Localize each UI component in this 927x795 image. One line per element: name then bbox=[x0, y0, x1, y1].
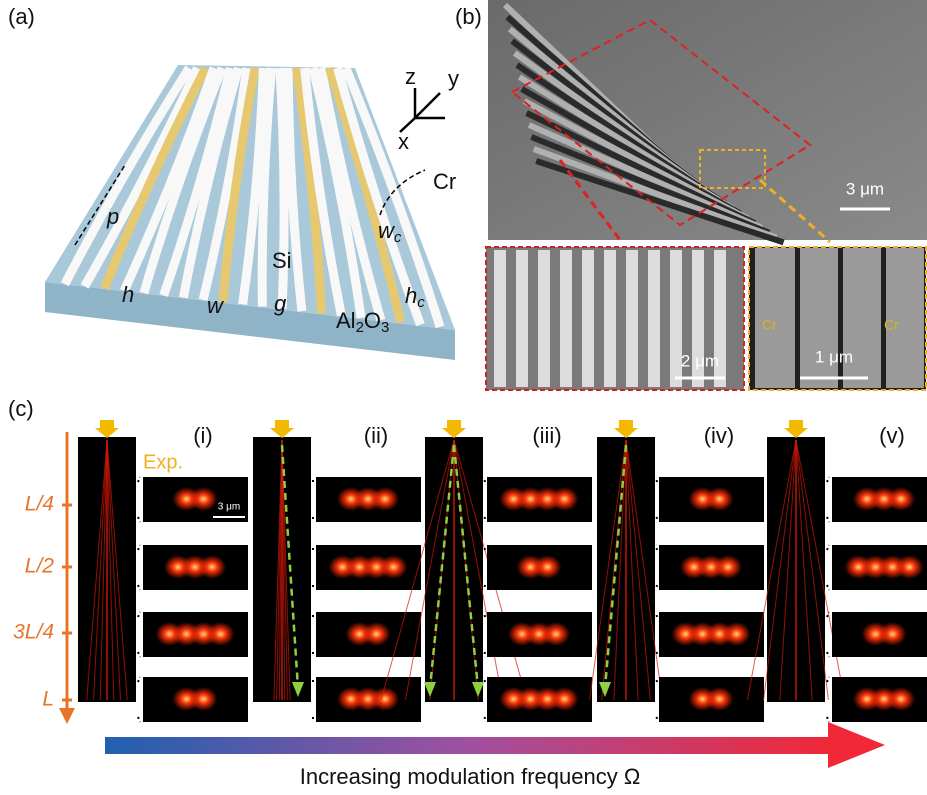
inset-waveguide bbox=[560, 250, 572, 387]
intensity-spot bbox=[551, 487, 579, 511]
frequency-arrowhead bbox=[828, 722, 885, 768]
position-label: L/2 bbox=[25, 555, 55, 578]
bracket bbox=[656, 477, 657, 522]
inset-waveguide bbox=[604, 250, 616, 387]
label-p: p bbox=[106, 204, 119, 229]
input-arrow bbox=[784, 420, 808, 438]
bracket bbox=[827, 545, 829, 590]
inset-waveguide bbox=[516, 250, 528, 387]
axis-x: x bbox=[398, 129, 409, 154]
inset-waveguide bbox=[494, 250, 506, 387]
intensity-spot bbox=[534, 555, 562, 579]
intensity-spot bbox=[380, 555, 408, 579]
scale-label: 2 μm bbox=[681, 351, 719, 370]
case-label: (i) bbox=[193, 423, 213, 448]
input-arrow bbox=[614, 420, 638, 438]
bracket bbox=[484, 477, 485, 522]
axes-triad bbox=[400, 88, 445, 132]
panel-label: (a) bbox=[8, 4, 35, 29]
bracket bbox=[138, 612, 140, 657]
exp-label: Exp. bbox=[143, 451, 183, 473]
position-label: L bbox=[42, 688, 54, 711]
bracket bbox=[138, 677, 140, 722]
label-h: h bbox=[122, 282, 134, 307]
inset-waveguide bbox=[538, 250, 550, 387]
intensity-spot bbox=[363, 622, 391, 646]
case-label: (iii) bbox=[532, 423, 561, 448]
input-arrow bbox=[95, 420, 119, 438]
cr-label: Cr bbox=[884, 317, 899, 333]
intensity-spot bbox=[371, 487, 399, 511]
bracket bbox=[484, 677, 485, 722]
label-w: w bbox=[207, 293, 225, 318]
intensity-spot bbox=[371, 687, 399, 711]
figure: (a) z y x Cr p Si wc h w g hc Al2O3 (b) … bbox=[0, 0, 927, 795]
cr-label: Cr bbox=[762, 317, 777, 333]
intensity-spot bbox=[706, 687, 734, 711]
intensity-spot bbox=[190, 687, 218, 711]
input-arrow bbox=[442, 420, 466, 438]
bracket bbox=[138, 545, 140, 590]
case-label: (v) bbox=[879, 423, 905, 448]
bracket bbox=[827, 612, 829, 657]
axis-arrow bbox=[59, 708, 75, 724]
position-label: L/4 bbox=[25, 493, 54, 516]
intensity-spot bbox=[542, 622, 570, 646]
intensity-spot bbox=[887, 487, 915, 511]
frequency-bar bbox=[105, 737, 830, 754]
intensity-spot bbox=[723, 622, 751, 646]
case-label: (ii) bbox=[364, 423, 388, 448]
input-arrow bbox=[270, 420, 294, 438]
intensity-spot bbox=[887, 687, 915, 711]
inset-waveguide bbox=[648, 250, 660, 387]
label-cr: Cr bbox=[433, 169, 456, 194]
bracket bbox=[827, 477, 829, 522]
intensity-spot bbox=[714, 555, 742, 579]
position-label: 3L/4 bbox=[13, 621, 54, 644]
panel-label: (b) bbox=[455, 4, 482, 29]
bracket bbox=[484, 612, 485, 657]
scale-label: 3 μm bbox=[846, 179, 884, 198]
label-g: g bbox=[274, 291, 287, 316]
scale-label: 1 μm bbox=[815, 347, 853, 366]
case-label: (iv) bbox=[704, 423, 735, 448]
inset-scale-label: 3 μm bbox=[218, 502, 240, 513]
bracket bbox=[656, 612, 657, 657]
bracket bbox=[656, 677, 657, 722]
axis-z: z bbox=[405, 64, 416, 89]
caption: Increasing modulation frequency Ω bbox=[300, 764, 641, 789]
panel-label: (c) bbox=[8, 396, 34, 421]
intensity-spot bbox=[190, 487, 218, 511]
intensity-spot bbox=[551, 687, 579, 711]
intensity-spot bbox=[706, 487, 734, 511]
inset-waveguide bbox=[626, 250, 638, 387]
intensity-spot bbox=[896, 555, 924, 579]
intensity-spot bbox=[879, 622, 907, 646]
axis-y: y bbox=[448, 66, 459, 91]
inset-waveguide bbox=[582, 250, 594, 387]
bracket bbox=[656, 545, 657, 590]
bracket bbox=[138, 477, 140, 522]
intensity-spot bbox=[207, 622, 235, 646]
label-si: Si bbox=[272, 248, 292, 273]
intensity-spot bbox=[198, 555, 226, 579]
